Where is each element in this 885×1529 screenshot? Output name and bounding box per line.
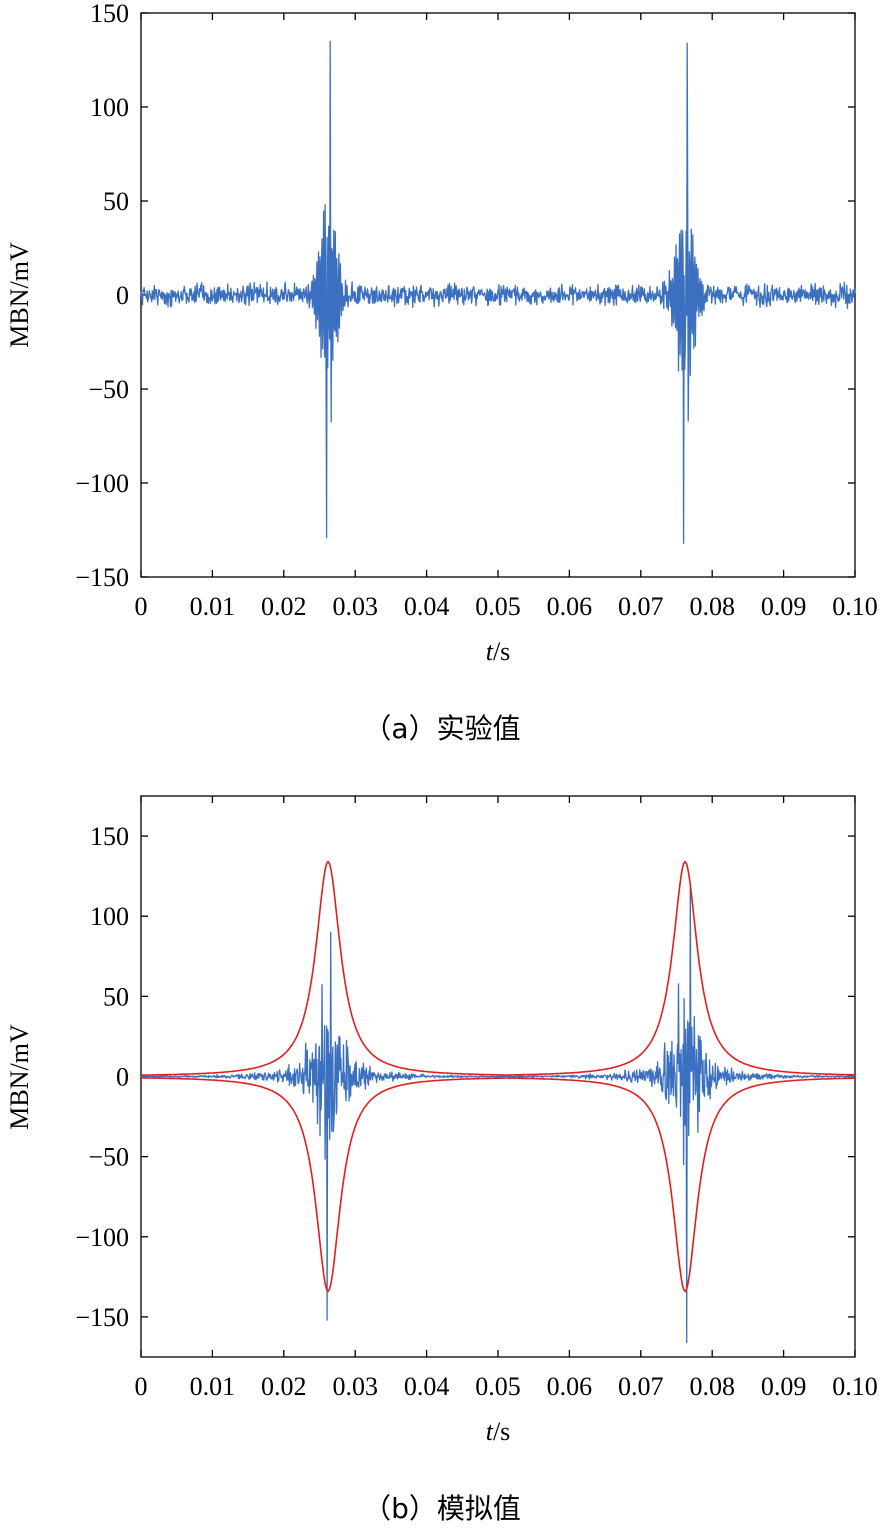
panel-a-xtick-label: 0 [135,592,148,621]
panel-a-caption: （a）实验值 [363,712,520,745]
panel-a-ytick-label: 0 [116,281,129,310]
panel-a: 0 0.01 0.02 0.03 0.04 0.05 0.06 0.07 0.08 0.09 0.1… [5,0,878,745]
panel-a-xtick-label: 0.04 [404,592,450,621]
panel-b-xtick-label: 0.07 [618,1372,664,1401]
panel-b-envelope-lower [141,1077,855,1293]
panel-b-xtick-label: 0.02 [261,1372,307,1401]
panel-b-xtick-label: 0.08 [689,1372,735,1401]
panel-b-xtick-label: 0.01 [190,1372,236,1401]
panel-b-ytick-label: 150 [90,822,129,851]
panel-b-xtick-label: 0.05 [475,1372,521,1401]
panel-b-xlabel-unit: /s [493,1417,510,1446]
panel-a-xtick-label: 0.02 [261,592,307,621]
panel-a-xlabel-unit: /s [493,637,510,666]
panel-b-envelope-upper [141,860,855,1076]
panel-b-ytick-label: −150 [75,1303,129,1332]
panel-a-ylabel: MBN/mV [5,242,34,348]
panel-a-xtick-label: 0.10 [832,592,878,621]
panel-a-ytick-label: 50 [103,187,129,216]
panel-b-ytick-label: 100 [90,902,129,931]
panel-a-xtick-label: 0.06 [547,592,593,621]
panel-a-signal-line [140,40,856,544]
panel-a-ytick-label: −50 [88,375,129,404]
panel-b-ytick-label: −100 [75,1223,129,1252]
panel-b-xtick-label: 0.09 [761,1372,807,1401]
panel-a-xtick-label: 0.03 [332,592,378,621]
panel-a-xtick-label: 0.08 [689,592,735,621]
panel-a-xtick-label: 0.05 [475,592,521,621]
panel-b-xlabel-var: t [486,1417,494,1446]
panel-a-xlabel-var: t [486,637,494,666]
panel-b-ticks: 0 0.01 0.02 0.03 0.04 0.05 0.06 0.07 0.08 0.09 0.1… [75,796,878,1401]
panel-b-xlabel: t/s [486,1417,511,1446]
panel-a-ytick-label: −150 [75,563,129,592]
panel-a-xtick-label: 0.09 [761,592,807,621]
panel-b-ytick-label: 0 [116,1063,129,1092]
panel-a-ytick-label: −100 [75,469,129,498]
panel-a-ytick-label: 100 [90,93,129,122]
panel-b-signal-line [140,886,856,1344]
panel-a-ticks: 0 0.01 0.02 0.03 0.04 0.05 0.06 0.07 0.08 0.09 0.1… [75,0,877,621]
panel-a-xtick-label: 0.07 [618,592,664,621]
panel-a-xlabel: t/s [486,637,511,666]
panel-b-xtick-label: 0 [135,1372,148,1401]
panel-b-ytick-label: −50 [88,1143,129,1172]
panel-b-ylabel: MBN/mV [5,1024,34,1130]
panel-a-ytick-label: 150 [90,0,129,28]
panel-b-ytick-label: 50 [103,982,129,1011]
panel-b-xtick-label: 0.10 [832,1372,878,1401]
panel-b-xtick-label: 0.03 [332,1372,378,1401]
panel-b-caption: （b）模拟值 [363,1492,521,1525]
panel-b-xtick-label: 0.06 [547,1372,593,1401]
panel-b: 0 0.01 0.02 0.03 0.04 0.05 0.06 0.07 0.08 0.09 0.1… [5,795,878,1525]
panel-b-xtick-label: 0.04 [404,1372,450,1401]
panel-a-xtick-label: 0.01 [190,592,236,621]
